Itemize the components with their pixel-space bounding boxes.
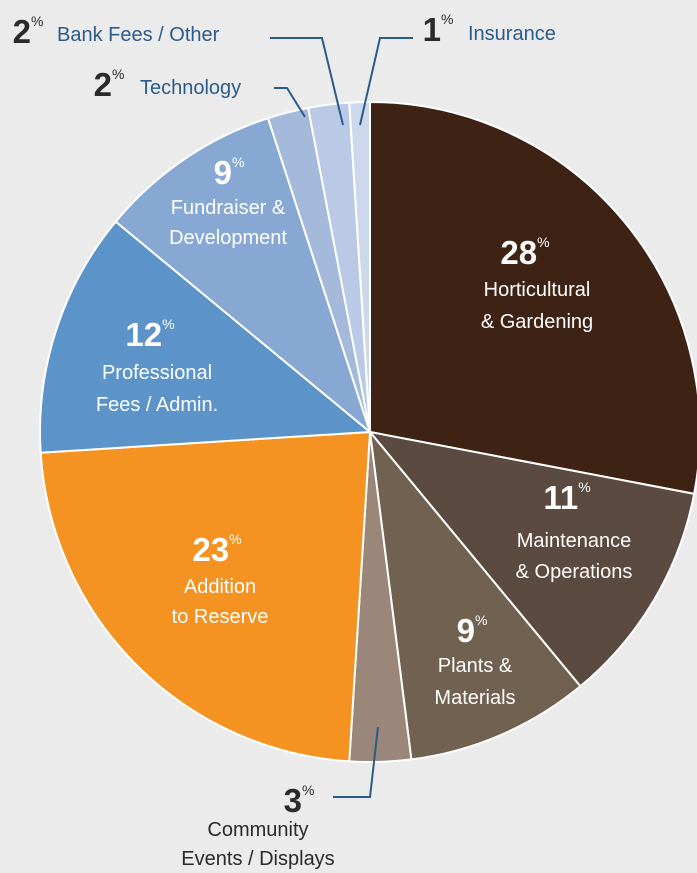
- value-unit: %: [162, 316, 174, 332]
- pie-slice: [39, 430, 372, 763]
- value-number: 9: [214, 154, 232, 191]
- slice-label: Plants &: [438, 655, 513, 677]
- slice-label: Events / Displays: [181, 848, 334, 870]
- leader-line: [333, 726, 379, 798]
- value-label: 2%: [94, 66, 125, 103]
- value-number: 2: [13, 13, 31, 50]
- value-label: 12%: [125, 316, 174, 353]
- value-unit: %: [578, 479, 590, 495]
- value-label: 11%: [543, 479, 590, 516]
- pie-slice: [369, 100, 697, 496]
- pie-slice: [39, 220, 373, 454]
- value-unit: %: [302, 782, 314, 798]
- value-unit: %: [475, 612, 487, 628]
- value-unit: %: [537, 234, 549, 250]
- slice-label: to Reserve: [172, 606, 269, 628]
- value-number: 2: [94, 66, 112, 103]
- value-number: 1: [423, 11, 441, 48]
- slice-label: Materials: [434, 687, 515, 709]
- slice-label: Fees / Admin.: [96, 394, 218, 416]
- slice-label: Bank Fees / Other: [57, 24, 220, 46]
- slice-label: & Gardening: [481, 311, 593, 333]
- value-unit: %: [31, 13, 43, 29]
- value-number: 11: [543, 479, 578, 516]
- leader-line: [274, 87, 306, 118]
- value-label: 3%: [284, 782, 315, 819]
- leader-line: [270, 37, 344, 126]
- slice-label: Addition: [184, 576, 256, 598]
- value-unit: %: [229, 531, 241, 547]
- slice-label: Community: [207, 819, 308, 841]
- value-label: 1%: [423, 11, 454, 48]
- slice-label: Professional: [102, 362, 212, 384]
- value-label: 9%: [457, 612, 488, 649]
- slice-label: Insurance: [468, 23, 556, 45]
- pie-slice: [114, 116, 373, 435]
- value-unit: %: [232, 154, 244, 170]
- value-number: 23: [192, 531, 229, 568]
- value-number: 12: [125, 316, 162, 353]
- value-label: 23%: [192, 531, 241, 568]
- slice-label: Horticultural: [484, 279, 591, 301]
- slice-label: & Operations: [516, 561, 633, 583]
- slice-label: Technology: [140, 77, 241, 99]
- slice-label: Development: [169, 227, 287, 249]
- value-number: 9: [457, 612, 475, 649]
- leader-line: [359, 37, 413, 126]
- slice-label: Fundraiser &: [171, 197, 286, 219]
- value-label: 9%: [214, 154, 245, 191]
- value-label: 2%: [13, 13, 44, 50]
- pie-slice: [368, 428, 582, 761]
- slice-label: Maintenance: [517, 530, 632, 552]
- pie-slice: [367, 430, 696, 688]
- pie-slice: [348, 100, 371, 433]
- value-unit: %: [441, 11, 453, 27]
- value-label: 28%: [500, 234, 549, 271]
- value-number: 3: [284, 782, 302, 819]
- value-number: 28: [500, 234, 537, 271]
- value-unit: %: [112, 66, 124, 82]
